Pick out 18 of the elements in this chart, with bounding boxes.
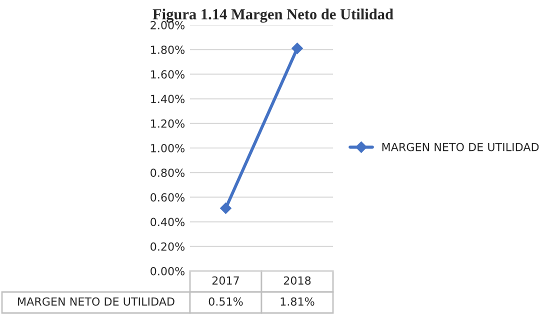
y-tick-label: 1.40% — [151, 94, 185, 104]
y-tick-label: 0.00% — [150, 266, 185, 276]
y-tick-label: 0.20% — [150, 242, 185, 251]
x-tick-label: 2018 — [284, 276, 311, 285]
y-tick-label: 0.60% — [150, 193, 185, 202]
y-tick-label: 1.20% — [151, 119, 185, 128]
y-tick-label: 2.00% — [150, 20, 185, 30]
chart-title: Figura 1.14 Margen Neto de Utilidad — [152, 8, 394, 23]
y-tick-label: 1.60% — [151, 70, 185, 79]
y-tick-label: 0.80% — [150, 168, 185, 177]
data-label: 1.81% — [280, 297, 314, 306]
x-tick-label: 2017 — [212, 276, 239, 285]
legend-label: MARGEN NETO DE UTILIDAD — [382, 142, 539, 152]
y-tick-label: 0.40% — [150, 218, 185, 226]
y-tick-label: 1.00% — [151, 144, 185, 152]
y-tick-label: 1.80% — [151, 46, 185, 54]
text: MARGEN NETO DE UTILIDAD — [18, 297, 174, 306]
data-label: 0.51% — [208, 297, 243, 306]
